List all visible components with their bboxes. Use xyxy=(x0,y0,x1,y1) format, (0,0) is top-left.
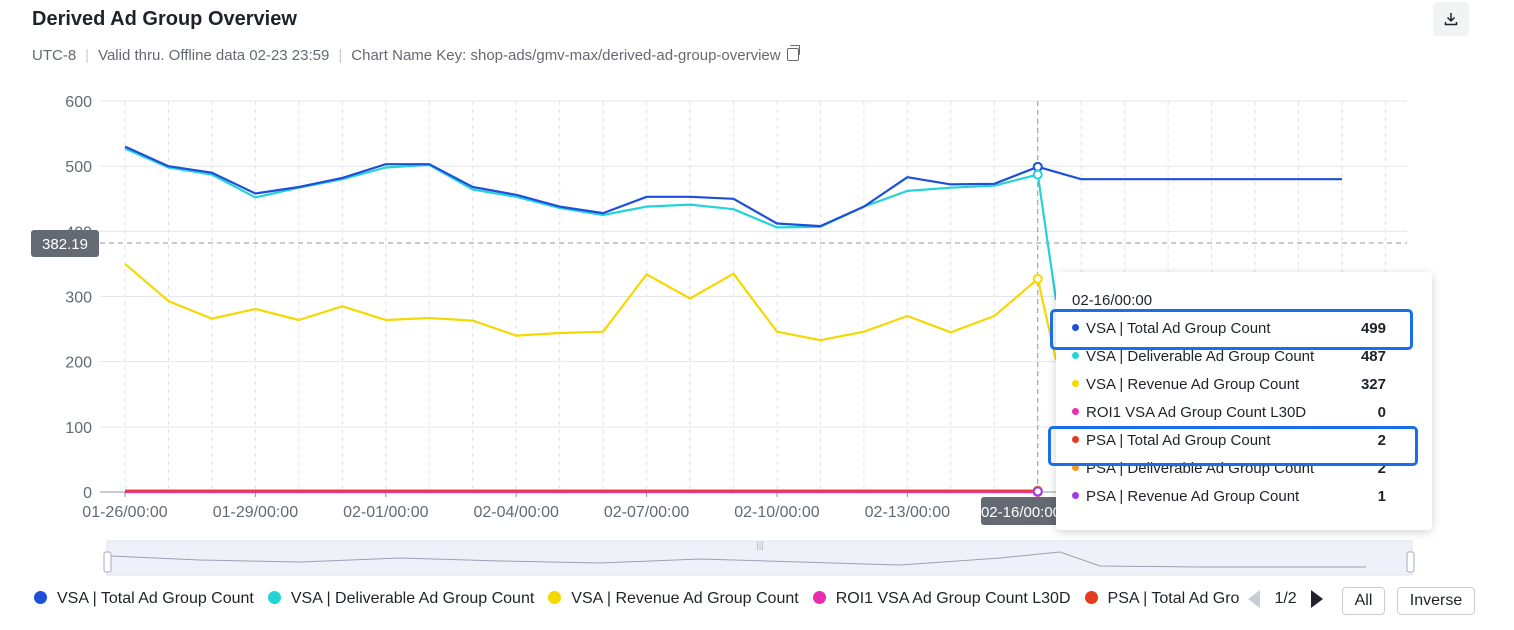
legend-color-dot xyxy=(548,591,562,604)
legend-item[interactable]: VSA | Revenue Ad Group Count xyxy=(548,590,799,608)
valid-thru-label: Valid thru. Offline data 02-23 23:59 xyxy=(98,47,330,64)
inverse-button[interactable]: Inverse xyxy=(1397,587,1475,615)
tooltip: 02-16/00:00 VSA | Total Ad Group Count 49… xyxy=(1056,272,1432,530)
x-axis: 01-26/00:00 01-29/00:00 02-01/00:00 02-04/0… xyxy=(82,492,1081,521)
legend-item-label: VSA | Total Ad Group Count xyxy=(57,590,254,607)
legend-item[interactable]: VSA | Total Ad Group Count xyxy=(34,590,254,608)
y-tick-label: 200 xyxy=(65,355,92,372)
hover-marker xyxy=(1032,169,1043,180)
y-tick-label: 500 xyxy=(65,159,92,176)
x-tick-label: 02-10/00:00 xyxy=(734,504,820,521)
copy-icon[interactable] xyxy=(786,45,800,61)
legend-item-label: VSA | Deliverable Ad Group Count xyxy=(290,590,535,607)
legend-item-label: PSA | Total Ad Group Count xyxy=(1107,590,1239,607)
all-button[interactable]: All xyxy=(1342,587,1385,615)
tooltip-row-value: 2 xyxy=(1377,432,1386,449)
tooltip-row-label: VSA | Deliverable Ad Group Count xyxy=(1086,348,1315,365)
y-tick-label: 0 xyxy=(83,485,92,502)
crosshair-y-label: 382.19 xyxy=(31,230,99,257)
next-page-icon[interactable] xyxy=(1311,590,1324,608)
tooltip-row-label: ROI1 VSA Ad Group Count L30D xyxy=(1086,404,1307,421)
legend: VSA | Total Ad Group Count VSA | Delivera… xyxy=(34,590,1239,614)
crosshair-x-value: 02-16/00:00 xyxy=(981,504,1061,521)
tooltip-row-value: 487 xyxy=(1360,348,1386,365)
tooltip-row-value: 0 xyxy=(1377,404,1386,421)
y-tick-label: 100 xyxy=(65,420,92,437)
series-color-dot xyxy=(1072,436,1079,443)
tooltip-row: VSA | Revenue Ad Group Count 327 xyxy=(1072,376,1386,398)
timezone-label: UTC-8 xyxy=(32,47,77,64)
x-tick-label: 02-04/00:00 xyxy=(473,504,559,521)
legend-color-dot xyxy=(34,591,47,604)
y-axis: 0100200300400500600 xyxy=(65,94,92,502)
series-lines xyxy=(124,145,1342,494)
y-tick-label: 300 xyxy=(65,290,92,307)
series-color-dot xyxy=(1072,492,1079,499)
highlight-box-vsa-total xyxy=(1050,309,1413,350)
chart-meta: UTC-8 | Valid thru. Offline data 02-23 23:… xyxy=(32,45,800,64)
zoom-handle-right xyxy=(1406,551,1415,573)
tooltip-row-value: 499 xyxy=(1360,320,1386,337)
x-tick-label: 02-13/00:00 xyxy=(865,504,951,521)
tooltip-row-label: PSA | Total Ad Group Count xyxy=(1086,432,1271,449)
series-color-dot xyxy=(1072,324,1079,331)
tooltip-title: 02-16/00:00 xyxy=(1072,292,1153,309)
legend-color-dot xyxy=(812,591,826,604)
tooltip-row-label: VSA | Revenue Ad Group Count xyxy=(1086,376,1300,393)
y-tick-label: 600 xyxy=(65,94,92,111)
legend-item[interactable]: VSA | Deliverable Ad Group Count xyxy=(267,590,535,608)
tooltip-row-label: VSA | Total Ad Group Count xyxy=(1086,320,1271,337)
hover-markers xyxy=(1032,161,1043,497)
legend-item-label: VSA | Revenue Ad Group Count xyxy=(571,590,799,607)
tooltip-row-value: 2 xyxy=(1377,460,1386,477)
series-color-dot xyxy=(1072,352,1079,359)
tooltip-row: VSA | Deliverable Ad Group Count 487 xyxy=(1072,348,1386,370)
download-icon xyxy=(1444,13,1458,26)
tooltip-row: ROI1 VSA Ad Group Count L30D 0 xyxy=(1072,404,1386,426)
series-line xyxy=(124,147,1058,301)
zoom-slider[interactable]: ||| xyxy=(103,540,1415,576)
tooltip-row: VSA | Total Ad Group Count 499 xyxy=(1072,320,1386,342)
crosshair-y-value: 382.19 xyxy=(42,236,88,253)
x-tick-label: 02-01/00:00 xyxy=(343,504,429,521)
zoom-handle-left xyxy=(103,551,112,573)
tooltip-row-value: 327 xyxy=(1360,376,1386,393)
prev-page-icon[interactable] xyxy=(1248,590,1260,608)
highlight-box-psa-total xyxy=(1048,426,1418,466)
series-color-dot xyxy=(1072,464,1079,471)
download-button[interactable] xyxy=(1433,2,1469,36)
series-color-dot xyxy=(1072,408,1079,415)
legend-item[interactable]: PSA | Total Ad Group Count xyxy=(1084,590,1239,608)
tooltip-row-label: PSA | Revenue Ad Group Count xyxy=(1086,488,1300,505)
series-line xyxy=(124,263,1058,361)
hover-marker xyxy=(1032,486,1043,497)
tooltip-row: PSA | Total Ad Group Count 2 xyxy=(1072,432,1386,454)
legend-item[interactable]: ROI1 VSA Ad Group Count L30D xyxy=(812,590,1071,608)
svg-text:|||: ||| xyxy=(756,540,763,550)
x-tick-label: 01-26/00:00 xyxy=(82,504,168,521)
tooltip-row: PSA | Revenue Ad Group Count 1 xyxy=(1072,488,1386,510)
hover-marker xyxy=(1032,161,1043,172)
page-title: Derived Ad Group Overview xyxy=(32,8,297,30)
legend-color-dot xyxy=(267,591,281,604)
chart-name-key: Chart Name Key: shop-ads/gmv-max/derived… xyxy=(351,47,781,64)
x-tick-label: 01-29/00:00 xyxy=(213,504,299,521)
legend-item-label: ROI1 VSA Ad Group Count L30D xyxy=(835,590,1071,607)
legend-pager: 1/2 xyxy=(1248,590,1324,608)
hover-marker xyxy=(1032,273,1043,284)
tooltip-row-value: 1 xyxy=(1377,488,1386,505)
series-color-dot xyxy=(1072,380,1079,387)
crosshair-x-label: 02-16/00:00 xyxy=(981,497,1061,525)
legend-color-dot xyxy=(1084,591,1098,604)
series-line xyxy=(124,145,1342,228)
legend-page-indicator: 1/2 xyxy=(1274,590,1297,607)
x-tick-label: 02-07/00:00 xyxy=(604,504,690,521)
